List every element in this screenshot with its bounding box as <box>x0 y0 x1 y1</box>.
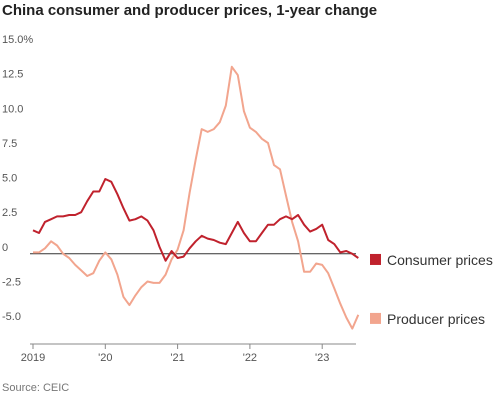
chart-title: China consumer and producer prices, 1-ye… <box>2 2 378 19</box>
y-tick-label: 10.0 <box>2 103 23 115</box>
x-tick-label: '22 <box>243 352 257 364</box>
producer-prices-line <box>33 65 360 330</box>
x-tick-label: '20 <box>98 352 112 364</box>
y-tick-label: 12.5 <box>2 69 23 81</box>
y-tick-label: -5.0 <box>2 311 21 323</box>
series-lines <box>32 65 360 330</box>
x-tick-label: '23 <box>315 352 329 364</box>
y-axis-ticks: 15.0% 12.5 10.0 7.5 5.0 2.5 0 -2.5 -5.0 <box>2 34 33 323</box>
y-tick-label: -2.5 <box>2 276 21 288</box>
consumer-prices-line <box>32 178 359 262</box>
legend-label-producer: Producer prices <box>387 311 485 327</box>
y-tick-label: 5.0 <box>2 173 17 185</box>
y-tick-label: 15.0% <box>2 34 33 46</box>
y-tick-label: 0 <box>2 242 8 254</box>
legend-swatch-producer <box>370 312 381 324</box>
x-tick-label: '21 <box>170 352 184 364</box>
y-tick-label: 2.5 <box>2 207 17 219</box>
x-axis: 2019 '20 '21 '22 '23 <box>21 253 356 364</box>
x-tick-label: 2019 <box>21 352 45 364</box>
y-tick-label: 7.5 <box>2 138 17 150</box>
legend-label-consumer: Consumer prices <box>387 252 493 268</box>
legend: Consumer prices Producer prices <box>370 252 493 327</box>
legend-swatch-consumer <box>370 253 381 265</box>
chart-source: Source: CEIC <box>2 382 70 394</box>
